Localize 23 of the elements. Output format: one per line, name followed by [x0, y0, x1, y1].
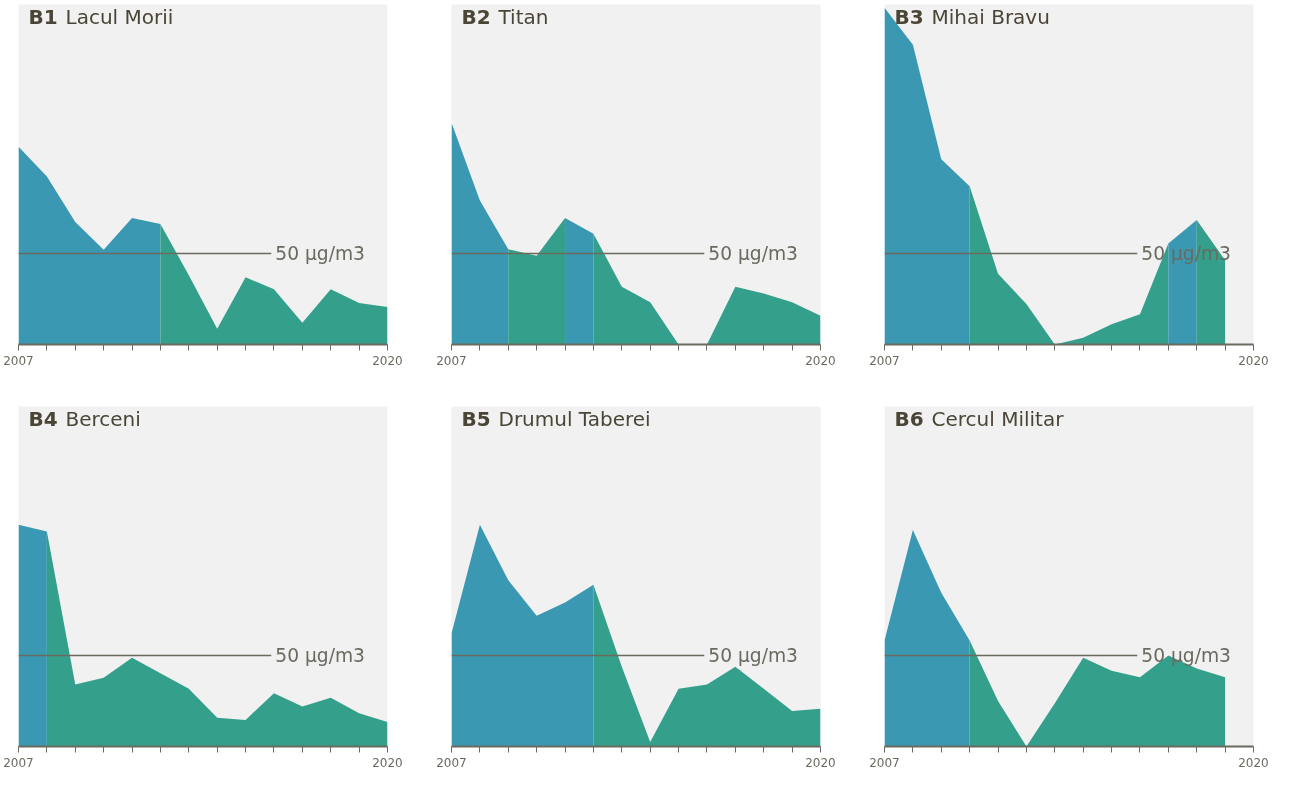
chart-title: B3 Mihai Bravu: [894, 4, 1050, 29]
chart-title: B1 Lacul Morii: [28, 4, 174, 29]
x-tick-label: 2020: [805, 755, 836, 770]
x-tick-label: 2007: [869, 755, 900, 770]
chart-title: B6 Cercul Militar: [894, 406, 1065, 431]
chart-title: B2 Titan: [461, 4, 549, 29]
ref-line-label: 50 µg/m3: [275, 645, 365, 667]
x-tick-label: 2007: [3, 353, 34, 368]
chart-title: B4 Berceni: [28, 406, 141, 431]
ref-line-label: 50 µg/m3: [708, 645, 798, 667]
x-tick-label: 2020: [1238, 755, 1269, 770]
x-tick-label: 2020: [805, 353, 836, 368]
x-tick-label: 2007: [869, 353, 900, 368]
x-tick-label: 2007: [3, 755, 34, 770]
x-tick-label: 2007: [436, 353, 467, 368]
chart-title: B5 Drumul Taberei: [461, 406, 651, 431]
x-tick-label: 2020: [372, 353, 403, 368]
x-tick-label: 2007: [436, 755, 467, 770]
ref-line-label: 50 µg/m3: [1141, 645, 1231, 667]
x-tick-label: 2020: [1238, 353, 1269, 368]
ref-line-label: 50 µg/m3: [275, 243, 365, 265]
x-tick-label: 2020: [372, 755, 403, 770]
ref-line-label: 50 µg/m3: [708, 243, 798, 265]
